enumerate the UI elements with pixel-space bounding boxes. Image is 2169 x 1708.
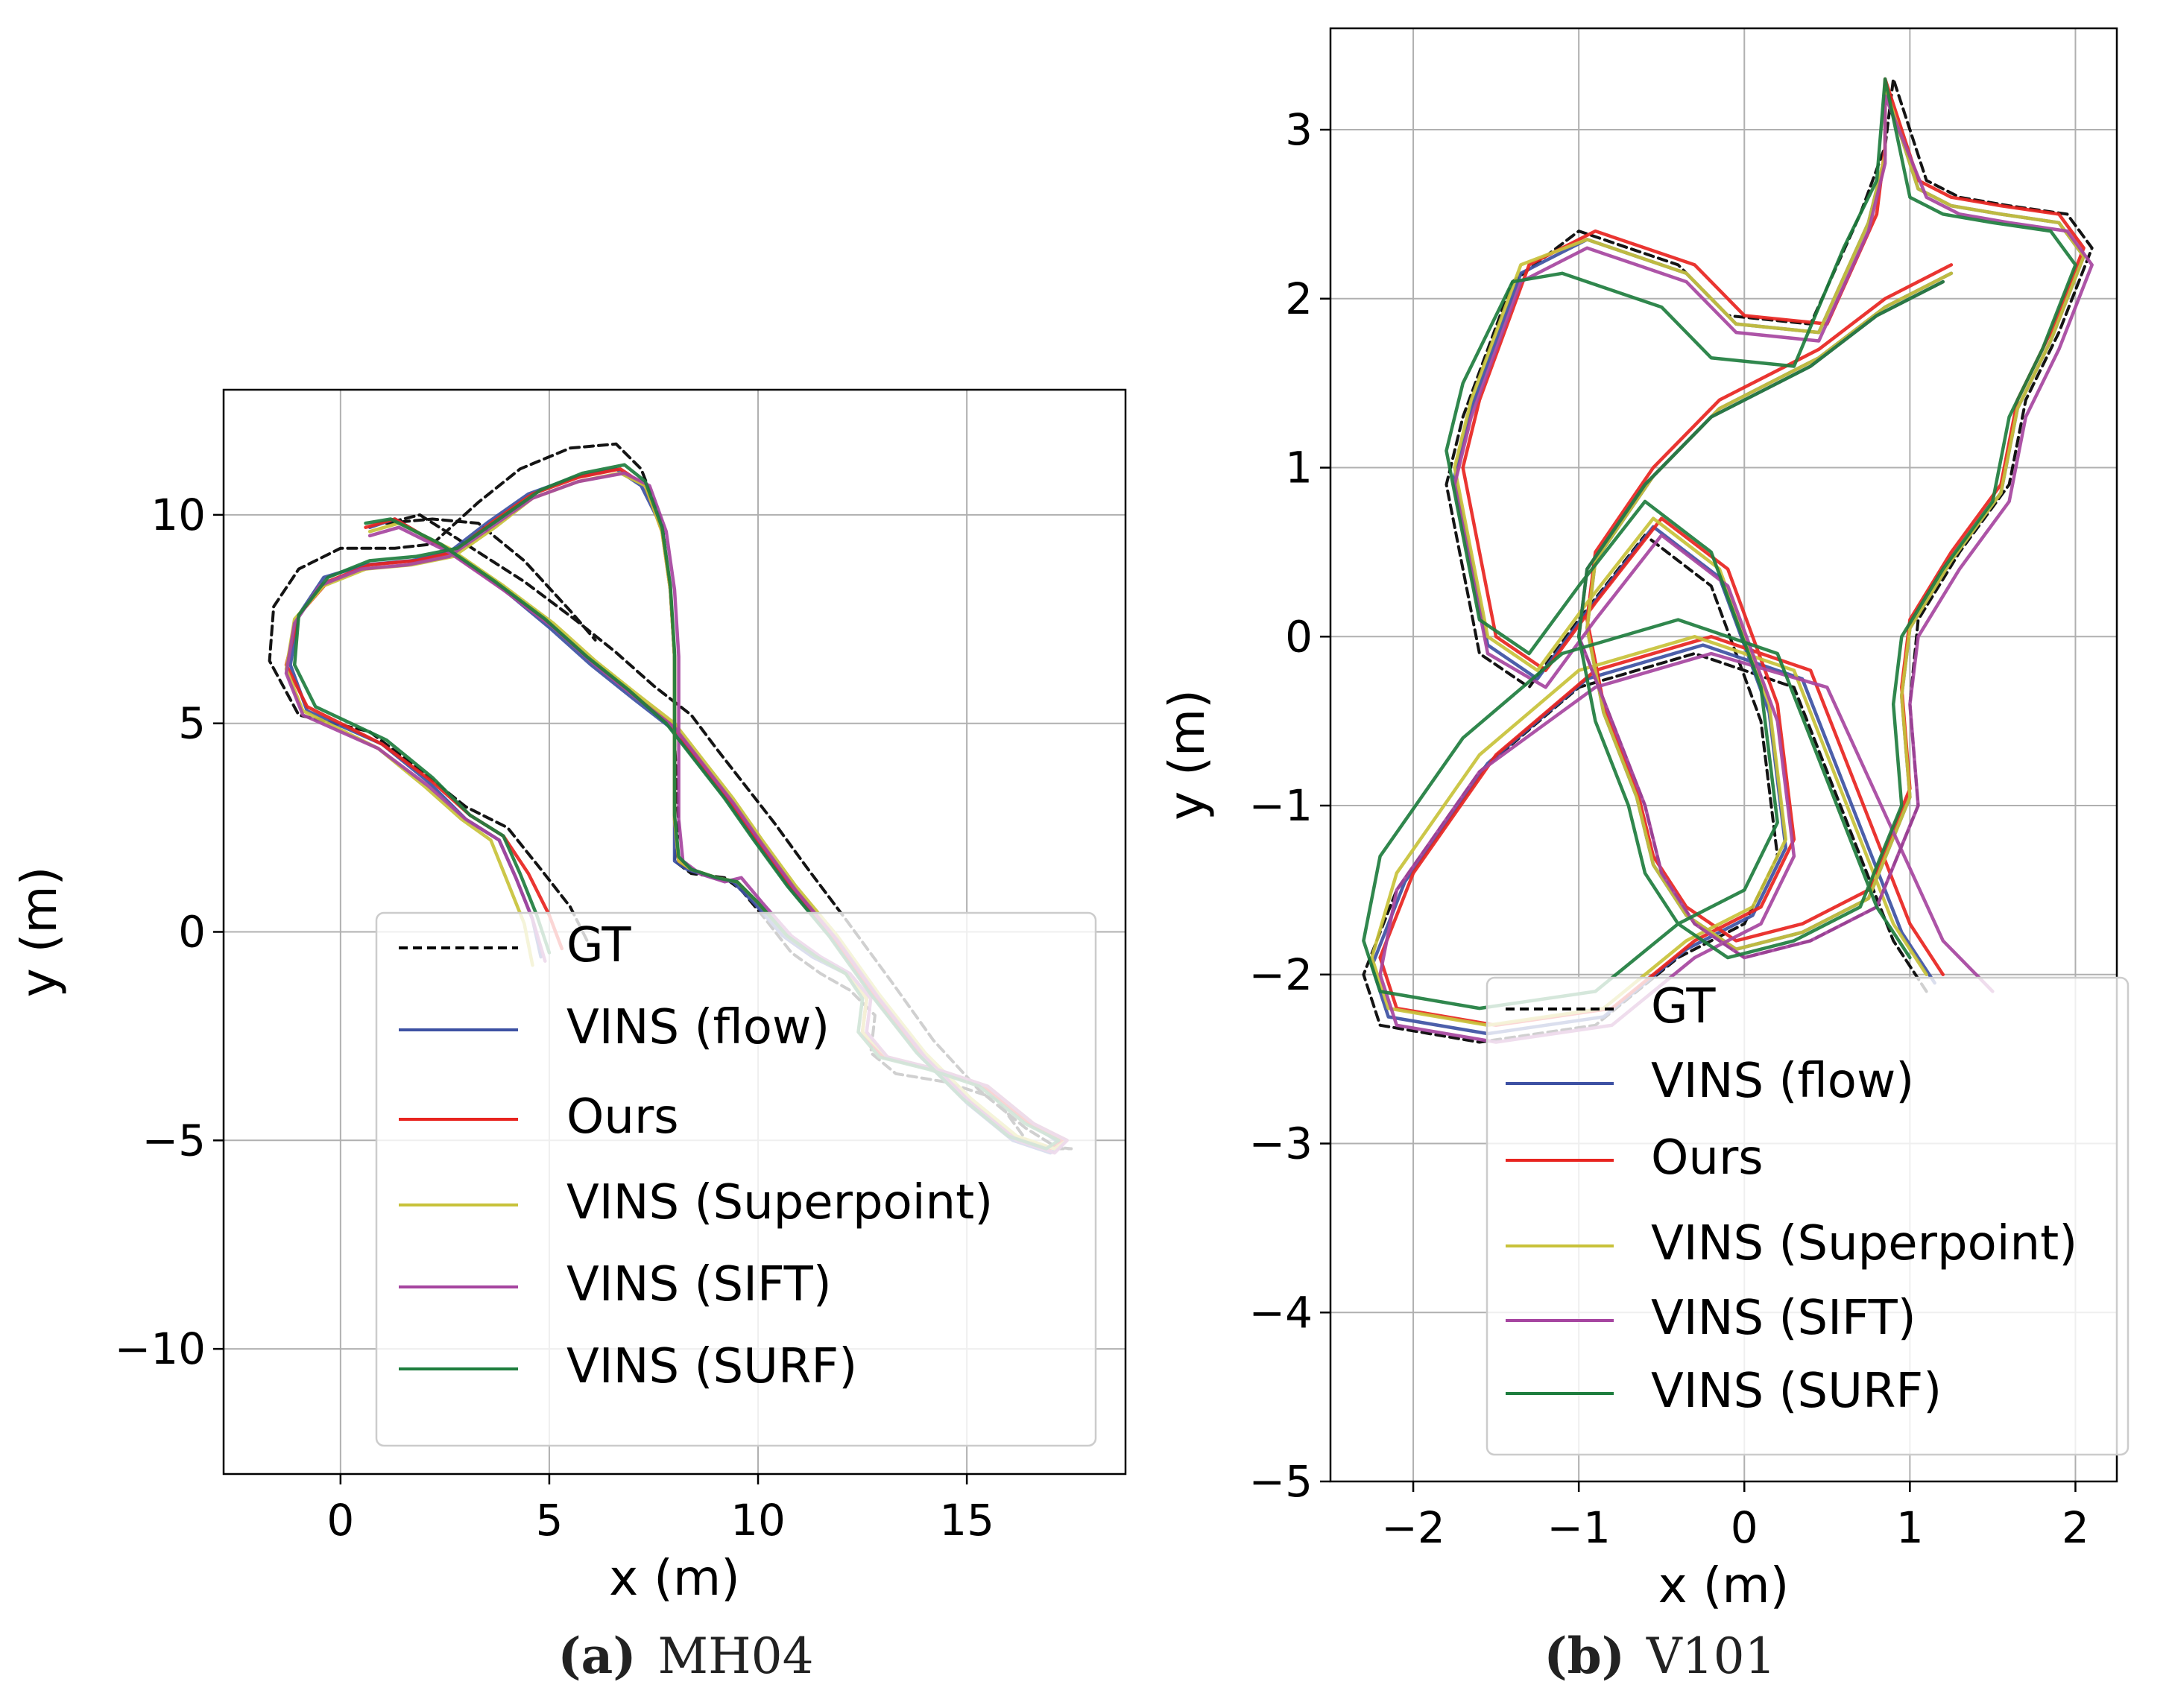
x-tick-label: 10 [730, 1495, 786, 1546]
y-tick-label: −4 [1249, 1287, 1313, 1338]
axes-frame [222, 388, 1127, 1475]
y-tick-label: 0 [1285, 611, 1313, 662]
legend-label: VINS (SURF) [566, 1339, 857, 1394]
x-axis-label: x (m) [609, 1549, 740, 1607]
legend: GT VINS (flow) Ours VINS (Superpoint) VINS (… [375, 911, 1097, 1447]
legend-label: VINS (Superpoint) [1651, 1216, 2077, 1271]
x-tick-label: −2 [1381, 1502, 1445, 1553]
x-axis-label: x (m) [1658, 1557, 1790, 1614]
y-axis-label: y (m) [10, 867, 68, 998]
y-tick-label: −2 [1249, 949, 1313, 1000]
x-tick-label: 0 [1731, 1502, 1758, 1553]
y-tick-label: 0 [178, 907, 206, 958]
y-tick-label: −3 [1249, 1119, 1313, 1169]
legend-label: VINS (flow) [1651, 1054, 1914, 1109]
y-tick-label: 5 [178, 698, 206, 749]
x-tick-label: 15 [939, 1495, 994, 1546]
legend-label: VINS (SIFT) [566, 1257, 832, 1312]
axes-frame [1329, 27, 2118, 1483]
legend: GT VINS (flow) Ours VINS (Superpoint) VINS (… [1486, 976, 2129, 1456]
y-tick-label: −1 [1249, 780, 1313, 831]
series-line-vins-surf [292, 463, 1061, 1151]
y-tick-label: 2 [1285, 273, 1313, 324]
legend-label: VINS (SURF) [1651, 1364, 1942, 1419]
y-tick-label: 3 [1285, 104, 1313, 155]
legend-label: VINS (flow) [566, 1000, 830, 1055]
x-tick-label: 2 [2062, 1502, 2089, 1553]
y-tick-label: 1 [1285, 443, 1313, 493]
legend-box [1486, 976, 2129, 1456]
y-tick-label: −5 [1249, 1456, 1313, 1507]
y-tick-label: −10 [115, 1323, 206, 1374]
x-tick-label: −1 [1547, 1502, 1611, 1553]
legend-label: GT [1651, 979, 1716, 1034]
legend-label: Ours [1651, 1130, 1764, 1186]
caption-b: (b) V101 [1544, 1627, 1775, 1685]
legend-label: VINS (SIFT) [1651, 1291, 1916, 1346]
y-tick-label: 10 [151, 490, 206, 540]
y-axis-label: y (m) [1158, 689, 1216, 820]
caption-a: (a) MH04 [558, 1627, 813, 1685]
y-tick-label: −5 [142, 1115, 206, 1165]
legend-label: GT [566, 918, 631, 973]
legend-label: Ours [566, 1089, 679, 1145]
legend-label: VINS (Superpoint) [566, 1175, 993, 1230]
x-tick-label: 1 [1896, 1502, 1924, 1553]
legend-box [375, 911, 1097, 1447]
x-tick-label: 0 [326, 1495, 354, 1546]
chart-v101: −2 −1 0 1 2 −5 −4 −3 −2 −1 0 1 2 3 x (m) y (m) GT VINS (f… [1158, 27, 2129, 1614]
x-tick-label: 5 [535, 1495, 563, 1546]
